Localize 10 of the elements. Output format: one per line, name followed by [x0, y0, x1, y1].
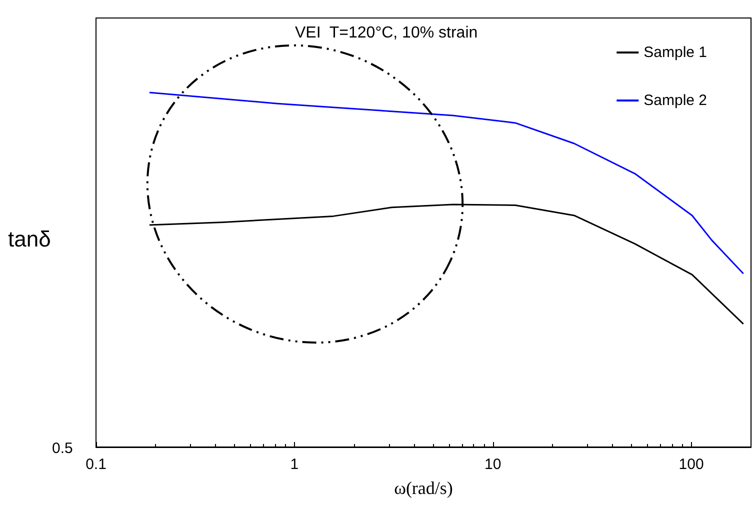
y-axis-title: tanδ [8, 226, 51, 252]
x-axis-title: ω(rad/s) [394, 478, 453, 498]
legend-label: Sample 1 [644, 44, 708, 61]
text: 0.5 [52, 440, 73, 457]
legend-label: Sample 2 [644, 92, 708, 109]
x-tick-label: 0.1 [86, 456, 106, 473]
chart-title: VEI T=120°C, 10% strain [295, 24, 478, 42]
x-tick-label: 100 [678, 456, 704, 473]
x-tick-label: 10 [484, 456, 502, 473]
x-tick-label: 1 [290, 456, 299, 473]
